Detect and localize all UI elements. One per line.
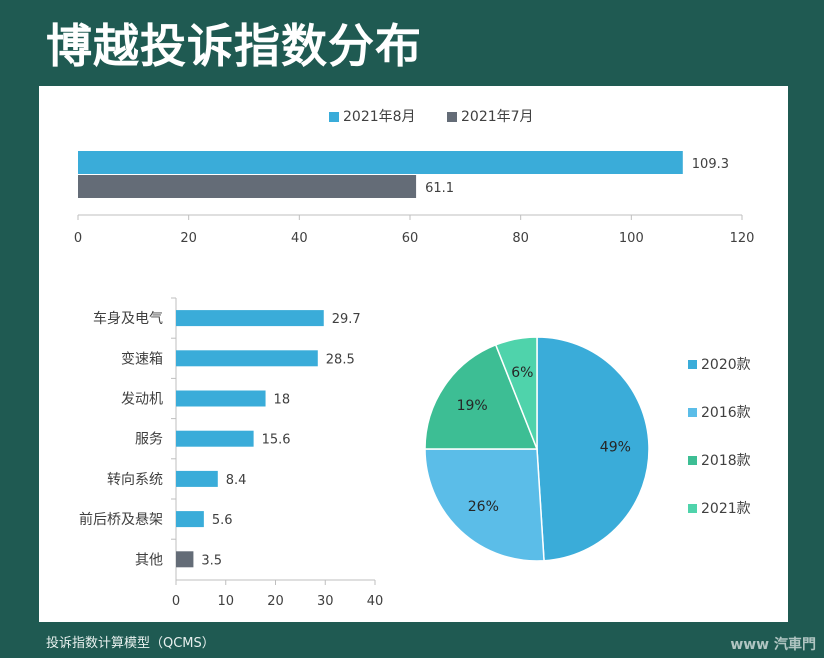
legend-label-1: 2021年7月 [461,109,534,125]
pie-legend-label-2: 2018款 [701,453,751,469]
category-x-tick-label-3: 30 [317,594,334,609]
category-value-label-0: 29.7 [332,312,361,327]
bar-value-label-1: 61.1 [425,181,454,196]
pie-slice-0 [536,336,650,562]
pie-legend-label-0: 2020款 [701,357,751,373]
legend-swatch-1 [447,112,457,122]
pie-slice-label-0: 49% [600,440,631,456]
category-value-label-4: 8.4 [226,473,247,488]
category-label-0: 车身及电气 [93,310,163,327]
pie-slice-label-1: 26% [468,499,499,515]
x-tick-label-4: 80 [512,231,529,246]
category-value-label-3: 15.6 [262,433,291,448]
category-label-6: 其他 [135,552,163,568]
category-x-tick-label-1: 10 [217,594,234,609]
x-tick-label-2: 40 [291,231,308,246]
pie-slice-1 [424,448,545,562]
x-tick-label-0: 0 [74,231,82,246]
category-value-label-6: 3.5 [201,553,222,568]
category-bar-3 [176,430,254,447]
category-bar-1 [176,350,318,367]
category-label-2: 发动机 [121,392,163,408]
category-bar-0 [176,310,324,327]
category-value-label-2: 18 [274,393,291,408]
category-value-label-5: 5.6 [212,513,233,528]
pie-legend-swatch-2 [688,456,697,465]
bar-value-label-0: 109.3 [692,157,729,172]
pie-legend-swatch-1 [688,408,697,417]
category-x-tick-label-0: 0 [172,594,180,609]
pie-legend-swatch-0 [688,360,697,369]
x-tick-label-5: 100 [619,231,644,246]
x-tick-label-1: 20 [180,231,197,246]
category-label-4: 转向系统 [107,472,163,488]
pie-slice-2 [424,343,539,450]
legend-swatch-0 [329,112,339,122]
footer-note: 投诉指数计算模型（QCMS） [46,636,215,651]
x-tick-label-6: 120 [730,231,755,246]
pie-legend-label-1: 2016款 [701,405,751,421]
category-bar-2 [176,390,266,407]
chart-panel: 2021年8月 2021年7月 109.3 61.1 0 20 40 60 80 100 120 车身… [39,86,788,622]
category-bar-5 [176,511,204,528]
category-x-tick-label-4: 40 [367,594,384,609]
page-title: 博越投诉指数分布 [46,19,422,73]
category-bar-4 [176,470,218,487]
category-x-tick-label-2: 20 [267,594,284,609]
pie-slice-label-3: 6% [511,365,533,381]
pie-legend-swatch-3 [688,504,697,513]
pie-legend-label-3: 2021款 [701,501,751,517]
category-label-5: 前后桥及悬架 [79,511,163,528]
category-bar-6 [176,551,194,568]
category-label-3: 服务 [135,432,163,448]
legend-label-0: 2021年8月 [343,109,416,125]
category-value-label-1: 28.5 [326,352,355,367]
x-tick-label-3: 60 [402,231,419,246]
watermark-logo: www 汽車門 [730,637,816,653]
bar-1 [78,175,417,198]
pie-slice-label-2: 19% [457,398,488,414]
category-label-1: 变速箱 [121,351,163,367]
bar-0 [78,151,683,174]
pie-slice-3 [494,336,538,450]
